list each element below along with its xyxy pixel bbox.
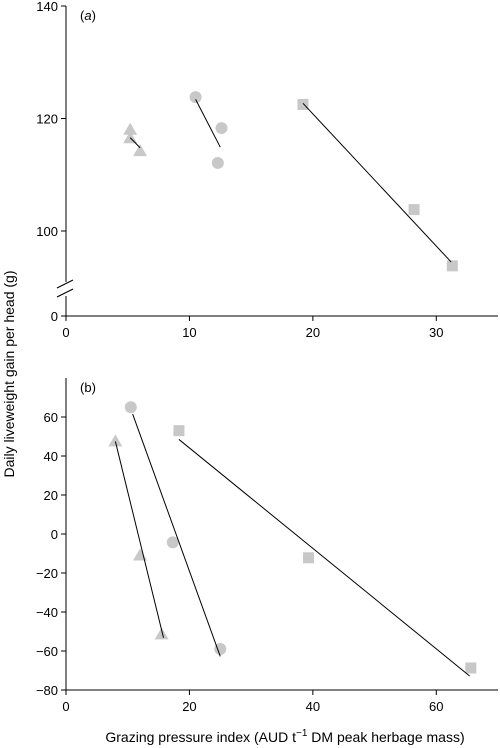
series-triangle bbox=[108, 434, 169, 640]
x-axis-title-superscript: −1 bbox=[296, 728, 308, 739]
regression-line-triangle bbox=[114, 441, 164, 638]
series-square bbox=[173, 425, 477, 677]
y-tick-label: 0 bbox=[51, 527, 58, 542]
series-triangle bbox=[123, 122, 148, 157]
y-axis-title: Daily liveweight gain per head (g) bbox=[1, 271, 17, 478]
series-square bbox=[297, 98, 458, 272]
panel-a: 0 100 120 140 0 10 20 30 (a) bbox=[36, 0, 498, 340]
x-tick-label: 0 bbox=[62, 325, 69, 340]
panel-label-letter: b bbox=[84, 380, 91, 395]
data-point-triangle bbox=[154, 627, 169, 640]
data-point-square bbox=[408, 204, 420, 216]
panel-label: (b) bbox=[80, 380, 96, 395]
regression-line-circle bbox=[132, 413, 221, 657]
panel-label: (a) bbox=[80, 8, 96, 23]
x-tick-label: 20 bbox=[182, 699, 196, 714]
y-tick-label: 60 bbox=[44, 410, 58, 425]
panel-label-open: ( bbox=[80, 8, 85, 23]
data-point-square bbox=[465, 662, 477, 674]
regression-line-square bbox=[302, 102, 452, 263]
data-point-triangle bbox=[133, 548, 148, 561]
y-tick-label: −60 bbox=[36, 644, 58, 659]
data-point-triangle bbox=[123, 131, 138, 144]
panel-b: −80 −60 −40 −20 0 20 40 60 0 20 40 60 (b) bbox=[36, 378, 498, 714]
x-axis-title: Grazing pressure index (AUD t−1 DM peak … bbox=[105, 728, 464, 745]
panel-label-open: ( bbox=[80, 380, 85, 395]
x-axis-title-main: Grazing pressure index (AUD t bbox=[105, 729, 296, 745]
y-tick-label: 120 bbox=[36, 112, 58, 127]
data-point-circle bbox=[189, 91, 202, 104]
data-point-circle bbox=[215, 122, 228, 135]
x-tick-label: 30 bbox=[429, 325, 443, 340]
x-tick-label: 0 bbox=[62, 699, 69, 714]
y-tick-label: −40 bbox=[36, 605, 58, 620]
panel-label-close: ) bbox=[92, 380, 96, 395]
axis-break-mark-upper bbox=[56, 279, 74, 289]
series-circle bbox=[189, 91, 228, 169]
data-point-triangle bbox=[123, 122, 138, 135]
x-tick-label: 40 bbox=[306, 699, 320, 714]
panel-label-close: ) bbox=[92, 8, 96, 23]
series-circle bbox=[124, 401, 227, 657]
panel-label-letter: a bbox=[84, 8, 91, 23]
axis-break-mark-lower bbox=[56, 288, 74, 298]
data-point-circle bbox=[211, 156, 224, 169]
regression-line-triangle bbox=[129, 137, 141, 149]
data-point-square bbox=[303, 552, 315, 564]
regression-line-square bbox=[178, 439, 470, 677]
data-point-square bbox=[297, 98, 309, 110]
regression-line-circle bbox=[195, 99, 221, 148]
data-point-square bbox=[173, 425, 185, 437]
data-point-circle bbox=[166, 536, 179, 549]
x-tick-label: 20 bbox=[306, 325, 320, 340]
y-tick-label: −80 bbox=[36, 683, 58, 698]
x-tick-label: 10 bbox=[182, 325, 196, 340]
y-tick-label: 140 bbox=[36, 0, 58, 14]
data-point-circle bbox=[214, 643, 227, 656]
y-tick-label: −20 bbox=[36, 566, 58, 581]
data-point-triangle bbox=[133, 144, 148, 157]
x-tick-label: 60 bbox=[429, 699, 443, 714]
y-tick-label: 100 bbox=[36, 224, 58, 239]
data-point-circle bbox=[124, 401, 137, 414]
y-tick-label: 20 bbox=[44, 488, 58, 503]
y-tick-label: 0 bbox=[51, 309, 58, 324]
data-point-triangle bbox=[108, 434, 123, 447]
data-point-square bbox=[446, 260, 458, 272]
x-axis-title-rest: DM peak herbage mass) bbox=[307, 729, 464, 745]
y-tick-label: 40 bbox=[44, 449, 58, 464]
